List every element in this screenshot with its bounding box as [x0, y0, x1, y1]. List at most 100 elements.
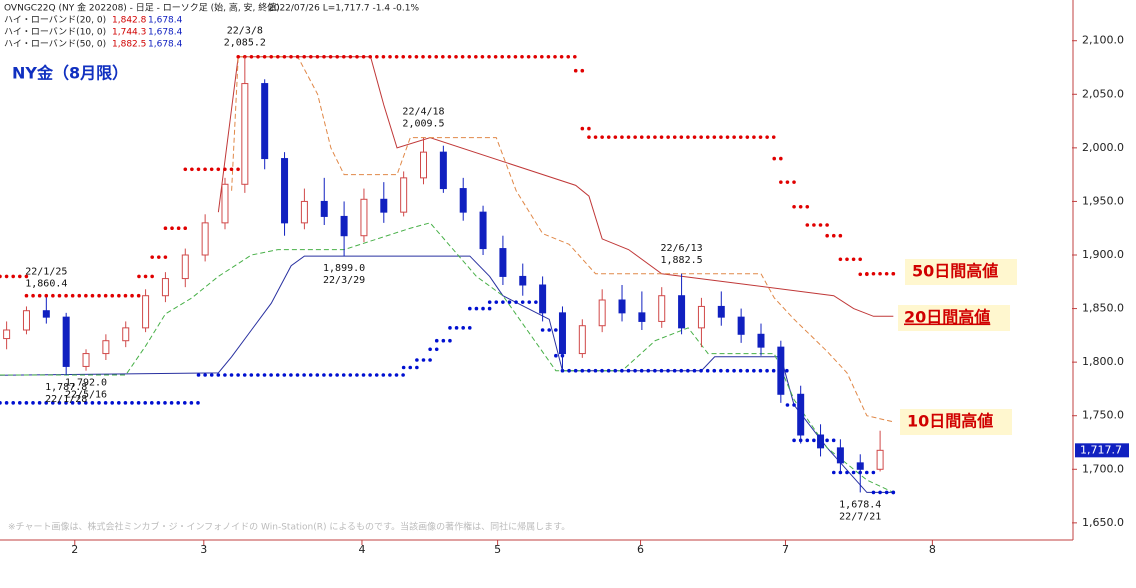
- last-price-label: 1,717.7: [1080, 443, 1122, 456]
- chart-title: NY金（8月限）: [12, 64, 128, 83]
- candle-body: [400, 177, 408, 213]
- header-title: OVNGC22Q (NY 金 202208) - 日足 - ローソク足 (始, …: [4, 2, 280, 14]
- annotation-date: 22/4/18: [402, 107, 444, 118]
- candle-body: [856, 462, 864, 470]
- legend-name: ハイ・ローバンド(20, 0): [4, 15, 106, 26]
- candle-body: [578, 325, 586, 355]
- candle-body: [618, 299, 626, 314]
- candle-body: [281, 158, 289, 224]
- candle-body: [161, 278, 169, 297]
- callout-bg: [898, 305, 1010, 331]
- candle-body: [678, 295, 686, 329]
- candle-body: [797, 393, 805, 436]
- band-line: [217, 56, 894, 317]
- annotation-date: 22/1/28: [45, 394, 87, 405]
- candle-body: [717, 305, 725, 318]
- candle-body: [519, 275, 527, 286]
- y-tick-label: 1,650.0: [1082, 516, 1124, 529]
- candle-body: [142, 295, 150, 329]
- legend-name: ハイ・ローバンド(50, 0): [4, 39, 106, 50]
- candle-body: [658, 295, 666, 322]
- candle-body: [836, 447, 844, 464]
- legend-high: 1,842.8: [112, 16, 147, 26]
- candle-body: [539, 284, 547, 314]
- x-tick-label: 3: [200, 543, 207, 556]
- legend-name: ハイ・ローバンド(10, 0): [4, 27, 106, 38]
- legend-high: 1,882.5: [112, 40, 146, 50]
- callout-bg: [905, 259, 1017, 285]
- x-tick-label: 7: [782, 543, 789, 556]
- annotation-value: 1,899.0: [323, 263, 365, 274]
- legend-high: 1,744.3: [112, 28, 146, 38]
- candle-body: [737, 316, 745, 335]
- callout: 50日間高値: [912, 262, 998, 281]
- callout: 10日間高値: [907, 412, 993, 431]
- candle-body: [638, 312, 646, 322]
- legend-low: 1,678.4: [148, 16, 183, 26]
- annotation-date: 22/1/25: [25, 266, 67, 277]
- y-tick-label: 2,050.0: [1082, 87, 1124, 100]
- annotation-date: 22/5/16: [65, 390, 107, 401]
- annotation-value: 1,882.5: [661, 255, 703, 266]
- candle-body: [420, 151, 428, 179]
- y-tick-label: 2,100.0: [1082, 34, 1124, 47]
- legend-low: 1,678.4: [148, 28, 183, 38]
- x-tick-label: 5: [494, 543, 501, 556]
- candle-body: [499, 248, 507, 277]
- annotation-value: 1,678.4: [839, 499, 881, 510]
- legend-low: 1,678.4: [148, 40, 183, 50]
- candle-body: [439, 151, 447, 190]
- callout: 20日間高値: [904, 308, 990, 327]
- x-tick-label: 6: [637, 543, 644, 556]
- y-tick-label: 2,000.0: [1082, 141, 1124, 154]
- candle-body: [102, 340, 110, 355]
- candle-body: [201, 222, 209, 256]
- candle-body: [340, 215, 348, 237]
- x-tick-label: 4: [358, 543, 365, 556]
- annotation-value: 2,009.5: [402, 119, 444, 130]
- candle-body: [876, 449, 884, 470]
- candle-body: [300, 200, 308, 224]
- y-tick-label: 1,700.0: [1082, 462, 1124, 475]
- candle-body: [697, 305, 705, 329]
- candle-body: [459, 188, 467, 213]
- annotation-date: 22/3/8: [227, 26, 263, 37]
- y-tick-label: 1,850.0: [1082, 302, 1124, 315]
- candle-body: [241, 83, 249, 185]
- candle-body: [122, 327, 130, 342]
- candle-body: [558, 312, 566, 355]
- candle-body: [181, 254, 189, 280]
- notice: ※チャート画像は、株式会社ミンカブ・ジ・インフォノイドの Win-Station…: [8, 521, 570, 533]
- candle-body: [82, 353, 90, 367]
- candle-body: [380, 198, 388, 213]
- x-tick-label: 2: [71, 543, 78, 556]
- annotation-value: 1,860.4: [25, 278, 67, 289]
- candle-body: [3, 329, 11, 340]
- x-tick-label: 8: [929, 543, 936, 556]
- candle-body: [479, 211, 487, 250]
- header-quote: 2022/07/26 L=1,717.7 -1.4 -0.1%: [268, 4, 419, 14]
- annotation-date: 22/3/29: [323, 275, 365, 286]
- last-price-box: [1075, 443, 1129, 458]
- annotation-value: 2,085.2: [224, 38, 266, 49]
- annotation-date: 22/6/13: [661, 243, 703, 254]
- y-tick-label: 1,900.0: [1082, 248, 1124, 261]
- candle-body: [261, 83, 269, 160]
- candle-body: [320, 200, 328, 217]
- candle-body: [22, 310, 30, 331]
- candle-body: [62, 316, 70, 367]
- y-tick-label: 1,800.0: [1082, 355, 1124, 368]
- y-tick-label: 1,950.0: [1082, 194, 1124, 207]
- candle-body: [360, 198, 368, 237]
- candle-body: [777, 346, 785, 395]
- candle-body: [42, 310, 50, 318]
- candle-body: [598, 299, 606, 327]
- candle-body: [757, 333, 765, 348]
- annotation-value: 1,792.0: [65, 378, 107, 389]
- callout-bg: [900, 409, 1012, 435]
- y-tick-label: 1,750.0: [1082, 409, 1124, 422]
- annotation-value: 1,787.8: [45, 382, 87, 393]
- candle-body: [817, 434, 825, 449]
